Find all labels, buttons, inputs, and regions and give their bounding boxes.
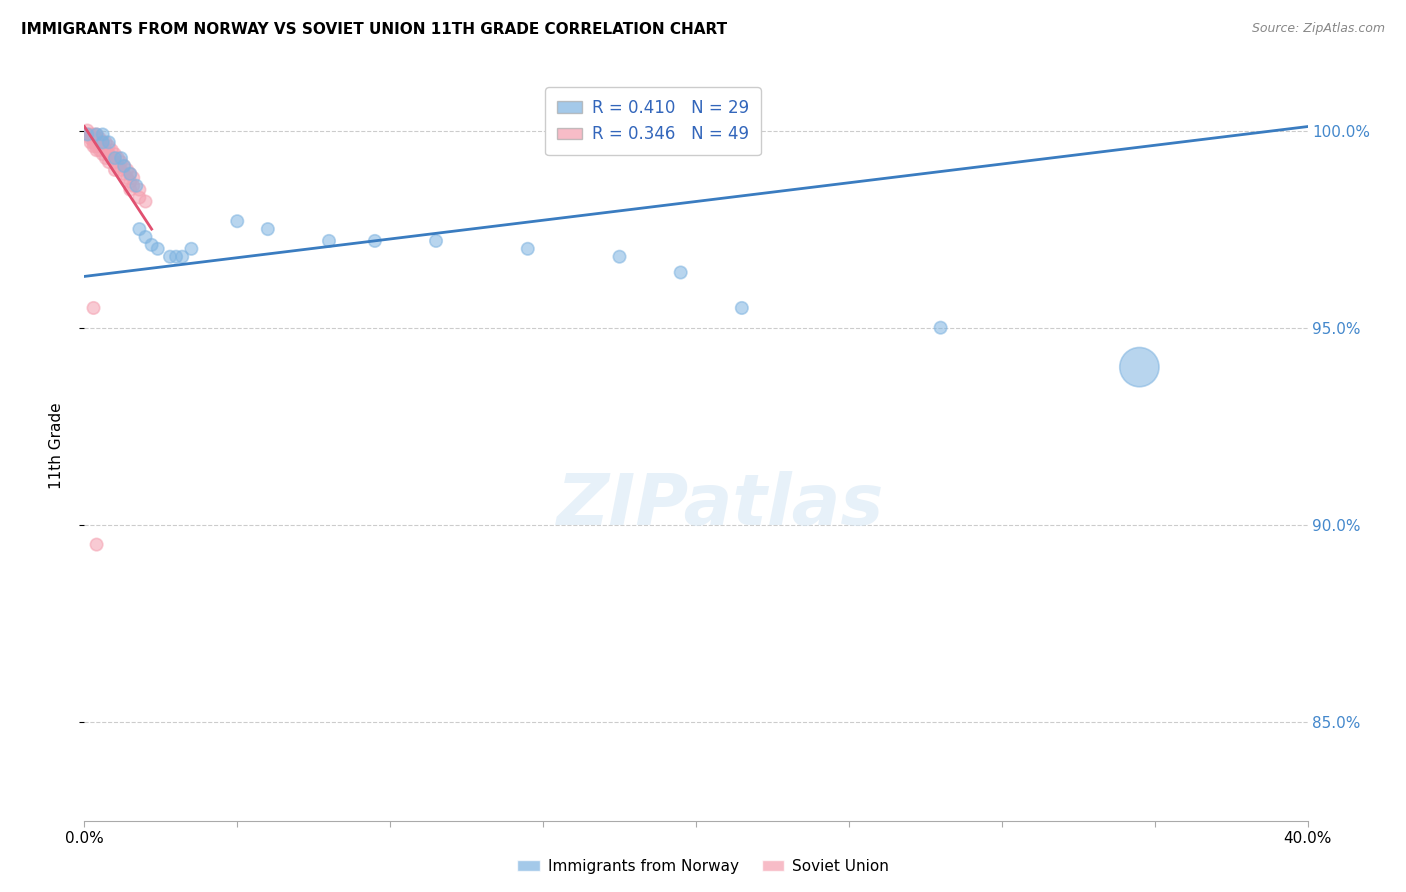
Point: [110, 155, 132, 169]
Point: [104, 147, 127, 161]
Text: Source: ZipAtlas.com: Source: ZipAtlas.com: [1251, 22, 1385, 36]
Point: [86, 131, 108, 145]
Point: [104, 151, 127, 165]
Point: [91, 147, 114, 161]
Point: [226, 214, 249, 228]
Point: [110, 163, 132, 178]
Point: [122, 170, 145, 185]
Point: [731, 301, 754, 315]
Point: [76, 123, 98, 137]
Point: [120, 183, 142, 197]
Point: [165, 250, 187, 264]
Point: [83, 136, 105, 150]
Point: [97, 147, 120, 161]
Point: [180, 242, 202, 256]
Point: [112, 159, 135, 173]
Point: [115, 163, 138, 178]
Point: [89, 143, 111, 157]
Point: [101, 143, 124, 157]
Point: [1128, 360, 1150, 375]
Point: [83, 131, 105, 145]
Point: [94, 143, 117, 157]
Point: [425, 234, 447, 248]
Point: [128, 190, 150, 204]
Point: [929, 320, 952, 334]
Legend: Immigrants from Norway, Soviet Union: Immigrants from Norway, Soviet Union: [510, 853, 896, 880]
Point: [89, 139, 111, 153]
Y-axis label: 11th Grade: 11th Grade: [49, 402, 63, 490]
Point: [79, 128, 101, 142]
Point: [609, 250, 631, 264]
Point: [94, 136, 117, 150]
Point: [76, 128, 98, 142]
Point: [120, 175, 142, 189]
Point: [364, 234, 387, 248]
Point: [97, 139, 120, 153]
Point: [83, 139, 105, 153]
Point: [125, 178, 148, 193]
Point: [107, 151, 129, 165]
Point: [91, 136, 114, 150]
Point: [318, 234, 340, 248]
Point: [115, 170, 138, 185]
Point: [516, 242, 538, 256]
Point: [110, 151, 132, 165]
Point: [101, 151, 124, 165]
Point: [79, 136, 101, 150]
Point: [94, 151, 117, 165]
Point: [107, 159, 129, 173]
Point: [122, 178, 145, 193]
Point: [86, 139, 108, 153]
Point: [128, 222, 150, 236]
Text: IMMIGRANTS FROM NORWAY VS SOVIET UNION 11TH GRADE CORRELATION CHART: IMMIGRANTS FROM NORWAY VS SOVIET UNION 1…: [21, 22, 727, 37]
Point: [76, 128, 98, 142]
Point: [141, 238, 163, 252]
Point: [135, 194, 157, 209]
Point: [86, 538, 108, 552]
Point: [120, 167, 142, 181]
Point: [89, 131, 111, 145]
Point: [86, 128, 108, 142]
Point: [104, 163, 127, 178]
Point: [79, 131, 101, 145]
Point: [112, 167, 135, 181]
Legend: R = 0.410   N = 29, R = 0.346   N = 49: R = 0.410 N = 29, R = 0.346 N = 49: [546, 87, 761, 155]
Point: [97, 155, 120, 169]
Point: [146, 242, 169, 256]
Point: [83, 128, 105, 142]
Point: [86, 128, 108, 142]
Point: [86, 143, 108, 157]
Point: [97, 136, 120, 150]
Point: [159, 250, 181, 264]
Point: [112, 159, 135, 173]
Point: [89, 136, 111, 150]
Point: [172, 250, 194, 264]
Point: [257, 222, 280, 236]
Point: [91, 128, 114, 142]
Point: [120, 167, 142, 181]
Point: [83, 301, 105, 315]
Point: [135, 230, 157, 244]
Text: ZIPatlas: ZIPatlas: [557, 472, 884, 541]
Point: [128, 183, 150, 197]
Point: [669, 265, 692, 279]
Point: [91, 136, 114, 150]
Point: [91, 139, 114, 153]
Point: [104, 155, 127, 169]
